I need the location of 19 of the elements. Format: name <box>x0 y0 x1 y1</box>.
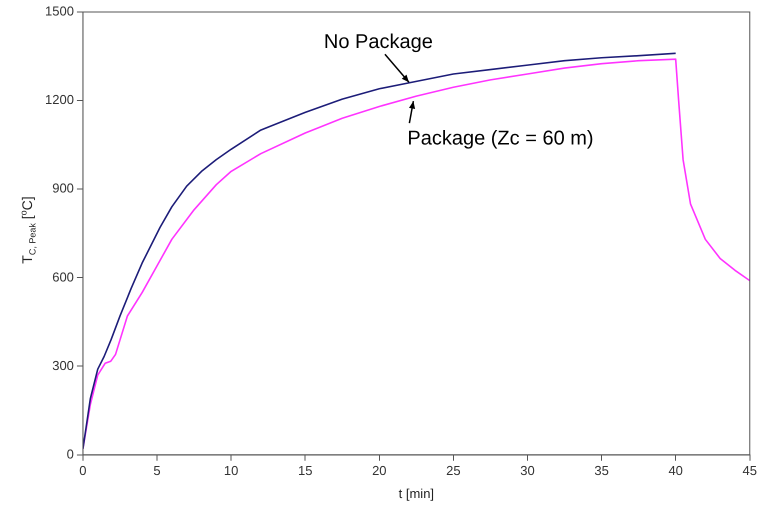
annotation: No Package <box>324 30 433 53</box>
y-tick-label: 1500 <box>45 4 74 19</box>
x-tick-label: 0 <box>79 463 87 478</box>
x-tick-label: 5 <box>153 463 161 478</box>
x-tick-label: 40 <box>668 463 683 478</box>
x-tick-label: 20 <box>372 463 387 478</box>
y-tick-label: 900 <box>52 180 74 196</box>
x-tick-label: 15 <box>298 463 312 478</box>
x-axis-title: t [min] <box>398 486 434 501</box>
annotation: Package (Zc = 60 m) <box>407 128 594 150</box>
x-tick-label: 45 <box>742 463 758 478</box>
x-tick-label: 30 <box>520 463 535 478</box>
x-tick-label: 25 <box>446 463 461 478</box>
x-tick-label: 10 <box>224 463 238 478</box>
x-tick-label: 35 <box>594 463 609 478</box>
y-tick-label: 0 <box>66 446 74 462</box>
y-tick-label: 300 <box>52 358 74 373</box>
y-tick-label: 600 <box>52 269 74 284</box>
y-tick-label: 1200 <box>45 92 74 108</box>
